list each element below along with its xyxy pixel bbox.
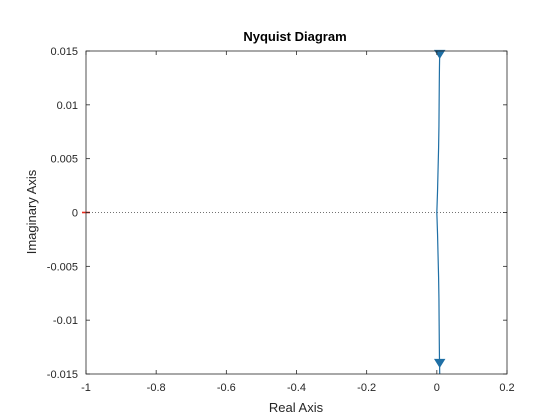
chart-title: Nyquist Diagram [243, 29, 346, 44]
y-tick-label: 0.005 [50, 154, 78, 166]
nyquist-series-line-0 [436, 50, 441, 213]
x-tick-label: -1 [81, 382, 91, 394]
x-tick-layer: -1 -0.8 -0.6 -0.4 -0.2 0 0.2 [81, 51, 515, 394]
y-tick-label: 0 [72, 208, 78, 220]
x-axis-label: Real Axis [269, 400, 324, 415]
x-tick-label: -0.2 [357, 382, 376, 394]
x-tick-label: 0.2 [499, 382, 514, 394]
y-tick-label: 0.01 [57, 100, 78, 112]
y-tick-layer: -0.015 -0.01 -0.005 0 0.005 0.01 0.015 [47, 46, 507, 381]
x-tick-label: -0.4 [287, 382, 306, 394]
y-tick-label: -0.015 [47, 369, 78, 381]
x-tick-label: -0.8 [147, 382, 166, 394]
y-tick-label: 0.015 [50, 46, 78, 58]
y-axis-label: Imaginary Axis [24, 169, 39, 254]
y-tick-label: -0.01 [53, 315, 78, 327]
x-tick-label: 0 [434, 382, 440, 394]
direction-arrow-1 [433, 358, 446, 368]
y-tick-label: -0.005 [47, 261, 78, 273]
x-tick-label: -0.6 [217, 382, 236, 394]
